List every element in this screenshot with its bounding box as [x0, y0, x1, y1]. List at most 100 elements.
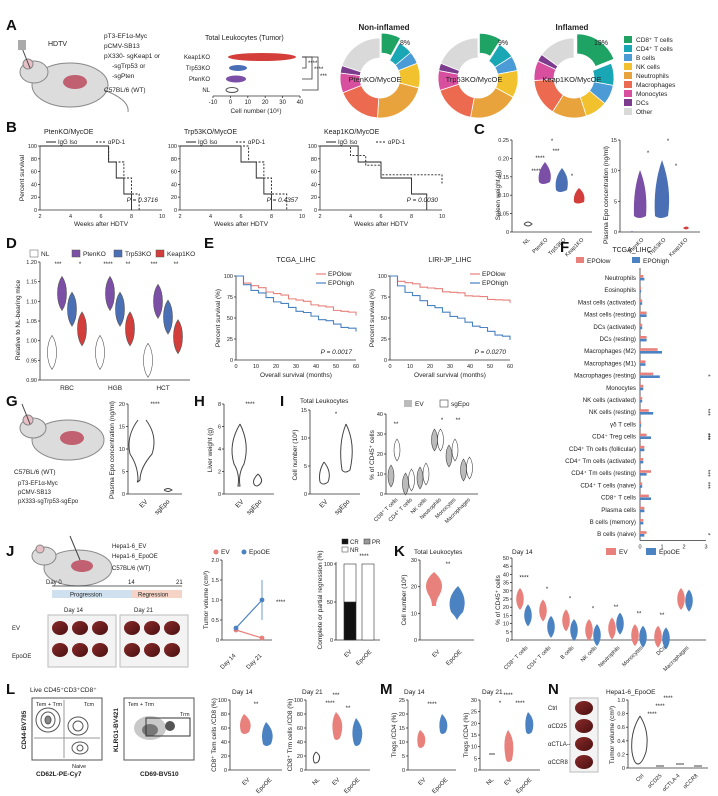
a-sig-1: ****	[308, 61, 318, 67]
i-violin-ev	[445, 444, 453, 468]
legend-swatch	[624, 54, 632, 61]
legend-label: NK cells	[636, 64, 661, 71]
surv-pvalue: P = 0.3716	[127, 197, 159, 204]
k-violin-ev	[608, 617, 616, 640]
a-xtick: 40	[297, 100, 304, 106]
f-bar-low	[640, 299, 643, 302]
f-bar-high	[640, 485, 643, 488]
panel-label-f: F	[560, 239, 569, 256]
l-x2-epo: EpoOE	[343, 777, 361, 795]
d-violin-hgb	[115, 291, 125, 327]
k-title-1: Total Leukocytes	[414, 549, 463, 556]
f-title: TCGA_LIHC	[612, 247, 651, 254]
panel-g: G C57BL/6 (WT) pT3-EF1α-Myc pCMV-SB13 pX…	[6, 393, 182, 516]
panel-label-b: B	[6, 119, 17, 136]
flow1-xlabel: CD62L-PE-Cy7	[36, 771, 82, 778]
l1-tick: 60	[221, 726, 227, 732]
j-tick: 0	[216, 638, 219, 644]
d-legend-label: Keap1KO	[167, 251, 195, 258]
f-category-label: CD4⁺ Tm cells (activated)	[565, 458, 636, 465]
donut-slice-cd8-t-cells	[576, 33, 615, 68]
a-row-keap1: Keap1KO	[184, 55, 210, 61]
l-ylabel-2: CD8⁺ Trm cells /CD8 (%)	[287, 699, 294, 772]
n-ylabel: Tumor volume (cm³)	[609, 706, 616, 764]
k-violin-ev	[677, 588, 685, 610]
e-xlabel: Overall survival (months)	[414, 372, 486, 379]
k-violin-epo	[570, 619, 578, 642]
f-bar-high	[640, 277, 645, 281]
jb-tick: 100	[324, 562, 333, 568]
h-ylabel: Liver weight (g)	[207, 428, 214, 472]
surv-xtick: 2	[318, 214, 321, 220]
violin-trp53	[229, 65, 247, 71]
k-violin-epo	[616, 612, 624, 635]
surv-pvalue: P = 0.0030	[407, 197, 439, 204]
flow2-label-trm: Trm	[180, 712, 190, 718]
j-x-day14: Day 14	[220, 653, 238, 671]
donut-slice-other	[341, 37, 381, 73]
j-tick: 1.0	[211, 598, 219, 604]
liver-photo	[144, 643, 160, 657]
legend-swatch	[624, 72, 632, 79]
flow1-label-naive: Naive	[72, 764, 86, 770]
panel-i: I Total Leukocytes Cell number (10⁶) 0 5 1…	[280, 393, 478, 525]
k-sig-1: **	[446, 562, 451, 568]
e-ytick: 25	[227, 337, 233, 343]
surv-xtick: 2	[38, 214, 41, 220]
panel-label-d: D	[6, 235, 17, 252]
f-category-label: CD4⁺ Th cells (follicular)	[569, 446, 636, 453]
panel-label-a: A	[6, 17, 17, 34]
j-day21: 21	[176, 580, 183, 586]
f-sig: ***	[704, 433, 710, 441]
k2-tick: 35	[503, 581, 509, 587]
c1-tick: 0.10	[498, 193, 509, 199]
a-xtick: 10	[244, 100, 251, 106]
e-survival-curve	[236, 275, 357, 332]
e-xtick: 60	[507, 364, 513, 370]
f-category-label: Eosinophils	[604, 287, 636, 294]
f-sig: ***	[704, 482, 710, 490]
f-bar-low	[640, 458, 644, 461]
m2-tick: 15	[471, 733, 477, 739]
donut-slice-cd8-t-cells	[380, 32, 402, 57]
f-bar-high	[640, 497, 651, 500]
panel-label-l: L	[6, 681, 15, 698]
f-legend-swatch	[632, 257, 640, 263]
m2-tick: 0	[474, 768, 477, 774]
k-sig: ****	[519, 575, 529, 581]
a-bullet-1: pT3-EF1α-Myc	[104, 33, 148, 40]
f-xtick: 1	[660, 544, 663, 550]
legend-swatch	[624, 99, 632, 106]
m1-tick: 10	[399, 740, 405, 746]
e-xtick: 10	[253, 364, 259, 370]
l-x2-ev: EV	[332, 777, 342, 787]
d-violin-hgb	[105, 275, 115, 311]
surv-xtick: 6	[99, 214, 102, 220]
panel-label-e: E	[204, 235, 214, 252]
surv-ylabel: Percent survival	[19, 154, 26, 201]
m-sig-1: ****	[427, 702, 437, 708]
k-sig: *	[592, 606, 595, 612]
f-category-label: CD4⁺ Treg cells	[592, 434, 636, 441]
d-legend-swatch	[113, 249, 123, 258]
surv-ytick: 0	[34, 208, 37, 214]
f-bar-low	[640, 421, 642, 424]
k2-tick: 50	[503, 556, 509, 562]
m-x1-epo: EpoOE	[431, 777, 449, 795]
e-xtick: 50	[487, 364, 493, 370]
e-xtick: 40	[313, 364, 319, 370]
a-xticks: -10 0 10 20 30 40	[209, 96, 304, 106]
d-group-label: HCT	[156, 385, 169, 392]
f-bar-low	[640, 336, 647, 339]
l1-tick: 80	[221, 712, 227, 718]
j-bar-nr	[343, 563, 357, 603]
e-title: TCGA_LIHC	[276, 257, 315, 264]
g-bullet-2: pCMV-SB13	[18, 490, 52, 496]
f-bar-high	[640, 290, 642, 293]
donut-slice-neutrophils	[377, 82, 420, 119]
f-bar-low	[640, 323, 643, 327]
f-bar-low	[640, 275, 644, 278]
flow1-ylabel: CD44-BV785	[21, 710, 28, 749]
e-legend-high: EPOhigh	[328, 280, 354, 287]
